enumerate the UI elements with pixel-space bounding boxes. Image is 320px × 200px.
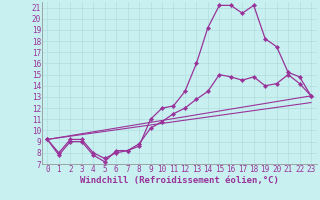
X-axis label: Windchill (Refroidissement éolien,°C): Windchill (Refroidissement éolien,°C) — [80, 176, 279, 185]
